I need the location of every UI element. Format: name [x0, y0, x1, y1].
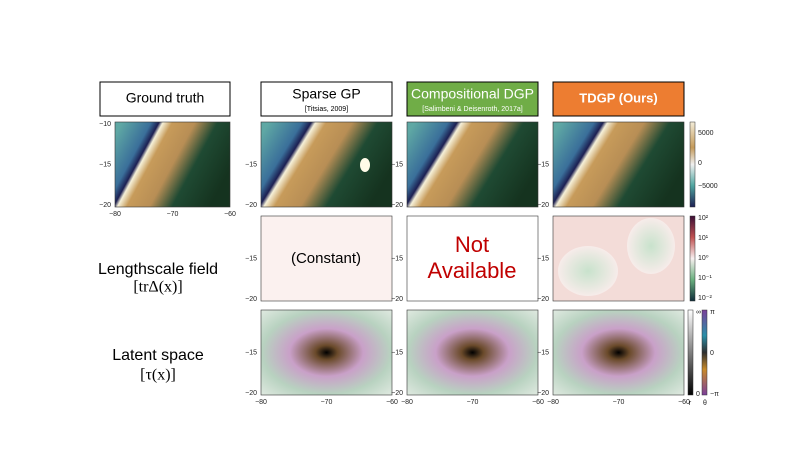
x-tick-label: −60 — [224, 211, 236, 218]
header-title: Sparse GP — [292, 86, 360, 102]
y-tick-label: −20 — [245, 296, 257, 303]
colorbar-tick: 10⁻² — [698, 295, 712, 302]
y-tick-label: −15 — [537, 349, 549, 356]
lengthscale-image — [406, 215, 539, 302]
header-box — [552, 81, 685, 117]
colorbar-tick: 0 — [698, 160, 702, 167]
artifact — [360, 158, 370, 172]
y-tick-label: −20 — [245, 202, 257, 209]
row-label: [trΔ(x)] — [133, 279, 182, 296]
y-tick-label: −20 — [537, 202, 549, 209]
panel-text: Available — [428, 258, 517, 283]
colorbar-tick: ∞ — [696, 309, 701, 316]
colorbar-tick: 10⁻¹ — [698, 275, 712, 282]
lengthscale-image — [260, 215, 393, 302]
row-label: Latent space — [112, 347, 204, 364]
x-tick-label: −80 — [547, 399, 559, 406]
colorbar — [689, 215, 696, 302]
header-citation: [Titsias, 2009] — [305, 106, 348, 113]
y-tick-label: −20 — [391, 202, 403, 209]
row-label: Lengthscale field — [98, 261, 218, 278]
header-citation: [Salimbeni & Deisenroth, 2017a] — [422, 106, 522, 113]
x-tick-label: −80 — [255, 399, 267, 406]
y-tick-label: −15 — [537, 255, 549, 262]
colorbar — [689, 121, 696, 208]
x-tick-label: −70 — [167, 211, 179, 218]
header-box — [260, 81, 393, 117]
colorbar-label: r — [689, 400, 692, 407]
y-tick-label: −15 — [391, 161, 403, 168]
y-tick-label: −15 — [245, 349, 257, 356]
colorbar-label: θ — [703, 400, 707, 407]
header-title: TDGP (Ours) — [579, 90, 658, 105]
x-tick-label: −70 — [613, 399, 625, 406]
y-tick-label: −20 — [537, 390, 549, 397]
colorbar — [687, 309, 694, 396]
y-tick-label: −20 — [391, 390, 403, 397]
prediction-image — [114, 121, 231, 208]
header-box — [406, 81, 539, 117]
y-tick-label: −20 — [99, 202, 111, 209]
colorbar-tick: −π — [710, 391, 719, 398]
colorbar-tick: 5000 — [698, 130, 714, 137]
header-title: Ground truth — [126, 90, 205, 106]
prediction-image — [406, 121, 539, 208]
colorbar — [701, 309, 708, 396]
y-tick-label: −15 — [537, 161, 549, 168]
prediction-image — [260, 121, 393, 208]
y-tick-label: −15 — [99, 161, 111, 168]
x-tick-label: −60 — [678, 399, 690, 406]
latent-image — [406, 309, 539, 396]
row-label: [τ(x)] — [140, 367, 176, 384]
y-tick-label: −15 — [391, 255, 403, 262]
prediction-image — [552, 121, 685, 208]
y-tick-label: −15 — [391, 349, 403, 356]
header-box — [99, 81, 231, 117]
x-tick-label: −80 — [109, 211, 121, 218]
colorbar-tick: 10² — [698, 215, 709, 222]
x-tick-label: −80 — [401, 399, 413, 406]
colorbar-tick: π — [710, 309, 715, 316]
colorbar-tick: 0 — [696, 391, 700, 398]
colorbar-tick: 10⁰ — [698, 254, 709, 262]
low-region — [627, 218, 675, 274]
latent-image — [260, 309, 393, 396]
y-tick-label: −20 — [537, 296, 549, 303]
x-tick-label: −70 — [467, 399, 479, 406]
y-tick-label: −20 — [245, 390, 257, 397]
panel-text: (Constant) — [291, 250, 361, 267]
low-region — [558, 246, 618, 296]
x-tick-label: −60 — [386, 399, 398, 406]
x-tick-label: −60 — [532, 399, 544, 406]
x-tick-label: −70 — [321, 399, 333, 406]
colorbar-tick: −5000 — [698, 183, 718, 190]
y-tick-label: −10 — [99, 121, 111, 128]
y-tick-label: −20 — [391, 296, 403, 303]
header-title: Compositional DGP — [411, 86, 534, 102]
panel-text: Not — [455, 232, 489, 257]
y-tick-label: −15 — [245, 161, 257, 168]
y-tick-label: −15 — [245, 255, 257, 262]
colorbar-tick: 10¹ — [698, 235, 709, 242]
colorbar-tick: 0 — [710, 350, 714, 357]
latent-image — [552, 309, 685, 396]
